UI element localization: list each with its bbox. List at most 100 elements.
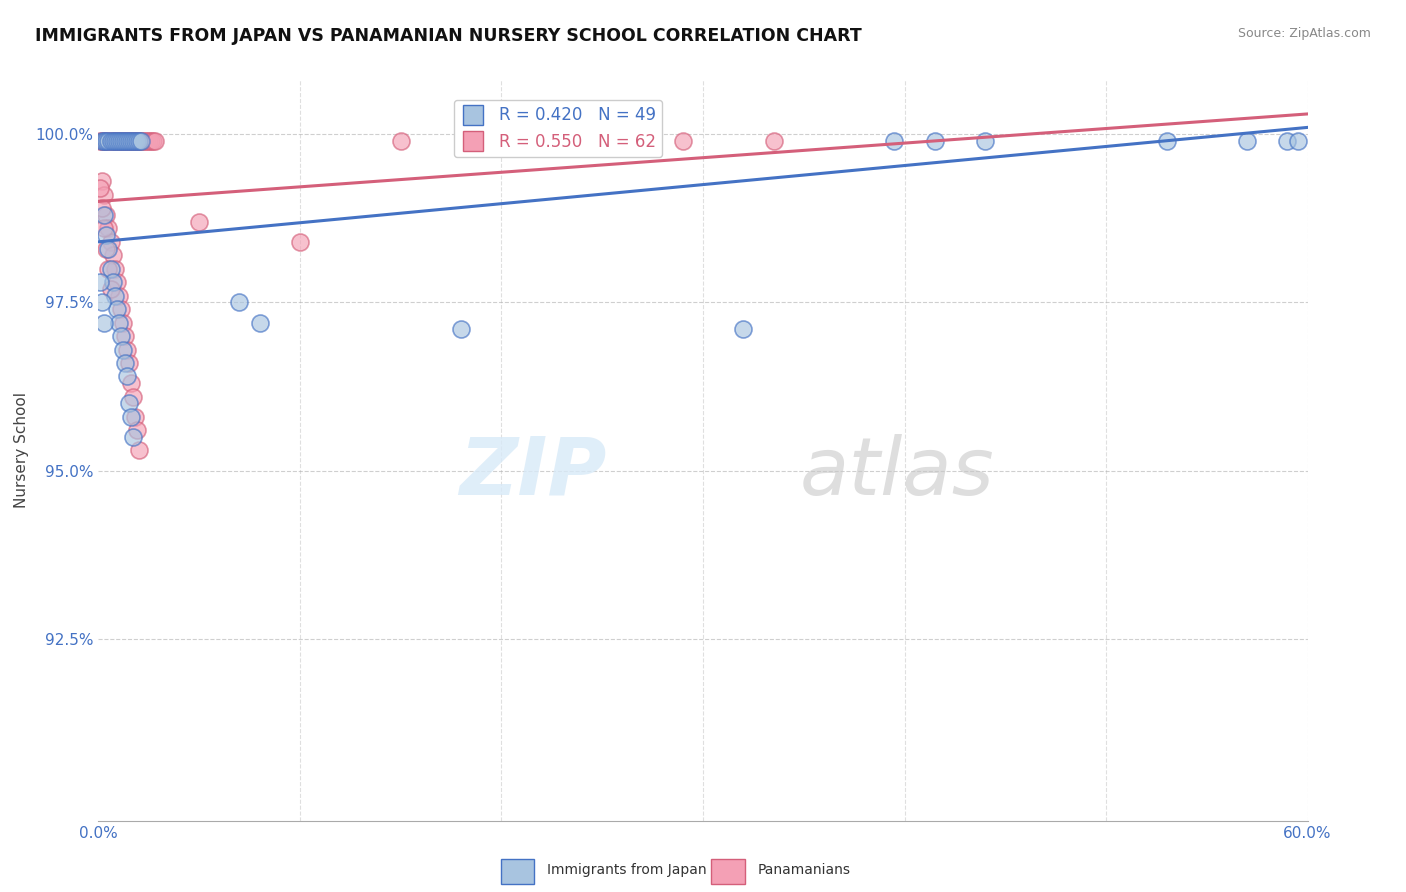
Point xyxy=(97,261,120,276)
Point xyxy=(125,134,148,148)
Point xyxy=(288,235,311,249)
Point xyxy=(93,208,115,222)
Point xyxy=(103,261,125,276)
FancyBboxPatch shape xyxy=(711,859,745,884)
Point xyxy=(105,302,128,317)
Point xyxy=(132,134,155,148)
Point xyxy=(114,134,136,148)
Point xyxy=(121,430,143,444)
Point xyxy=(100,134,122,148)
Point xyxy=(129,134,152,148)
Point xyxy=(91,134,114,148)
Point xyxy=(96,208,118,222)
Point xyxy=(115,134,138,148)
Point xyxy=(124,409,146,424)
Point xyxy=(93,316,115,330)
Point xyxy=(111,134,134,148)
Point xyxy=(96,228,118,243)
Point xyxy=(114,134,136,148)
Point xyxy=(101,275,124,289)
Point xyxy=(111,316,134,330)
Point xyxy=(1277,134,1299,148)
Point xyxy=(111,343,134,357)
Point xyxy=(974,134,997,148)
Point xyxy=(101,134,124,148)
Point xyxy=(110,329,132,343)
Point xyxy=(101,134,124,148)
Text: Immigrants from Japan: Immigrants from Japan xyxy=(547,863,707,877)
Point xyxy=(135,134,157,148)
Point xyxy=(450,322,472,336)
Point xyxy=(100,261,122,276)
Point xyxy=(97,134,120,148)
Point xyxy=(118,134,141,148)
Point xyxy=(128,443,150,458)
Point xyxy=(125,134,148,148)
Legend: R = 0.420   N = 49, R = 0.550   N = 62: R = 0.420 N = 49, R = 0.550 N = 62 xyxy=(454,100,662,157)
Point xyxy=(103,134,125,148)
Point xyxy=(115,134,138,148)
Point xyxy=(121,134,143,148)
Point xyxy=(110,302,132,317)
Point xyxy=(249,316,271,330)
Point xyxy=(631,134,654,148)
Point xyxy=(100,134,122,148)
Y-axis label: Nursery School: Nursery School xyxy=(14,392,28,508)
Point xyxy=(101,248,124,262)
Point xyxy=(89,181,111,195)
Point xyxy=(93,134,115,148)
Point xyxy=(118,396,141,410)
Text: Panamanians: Panamanians xyxy=(758,863,851,877)
Point xyxy=(129,134,152,148)
Point xyxy=(111,134,134,148)
Text: atlas: atlas xyxy=(800,434,994,512)
Point xyxy=(91,174,114,188)
Point xyxy=(125,423,148,437)
FancyBboxPatch shape xyxy=(501,859,534,884)
Point xyxy=(107,134,129,148)
Point xyxy=(883,134,905,148)
Point xyxy=(97,242,120,256)
Text: ZIP: ZIP xyxy=(458,434,606,512)
Point xyxy=(103,134,125,148)
Point xyxy=(93,221,115,235)
Point xyxy=(110,134,132,148)
Point xyxy=(228,295,250,310)
Point xyxy=(103,288,125,302)
Point xyxy=(100,282,122,296)
Text: Source: ZipAtlas.com: Source: ZipAtlas.com xyxy=(1237,27,1371,40)
Point xyxy=(114,329,136,343)
Point xyxy=(118,134,141,148)
Point xyxy=(93,187,115,202)
Point xyxy=(143,134,166,148)
Point xyxy=(105,275,128,289)
Point xyxy=(93,134,115,148)
Point xyxy=(96,134,118,148)
Point xyxy=(91,201,114,215)
Point xyxy=(107,134,129,148)
Point xyxy=(89,134,111,148)
Point xyxy=(97,134,120,148)
Point xyxy=(128,134,150,148)
Point xyxy=(96,134,118,148)
Point xyxy=(107,316,129,330)
Point xyxy=(114,356,136,370)
Point xyxy=(1286,134,1309,148)
Point xyxy=(924,134,946,148)
Point xyxy=(120,376,142,391)
Text: IMMIGRANTS FROM JAPAN VS PANAMANIAN NURSERY SCHOOL CORRELATION CHART: IMMIGRANTS FROM JAPAN VS PANAMANIAN NURS… xyxy=(35,27,862,45)
Point xyxy=(121,390,143,404)
Point xyxy=(551,134,574,148)
Point xyxy=(91,134,114,148)
Point xyxy=(91,295,114,310)
Point xyxy=(389,134,412,148)
Point xyxy=(105,134,128,148)
Point xyxy=(105,134,128,148)
Point xyxy=(100,235,122,249)
Point xyxy=(118,356,141,370)
Point xyxy=(115,343,138,357)
Point xyxy=(1156,134,1178,148)
Point xyxy=(139,134,162,148)
Point xyxy=(120,409,142,424)
Point xyxy=(115,369,138,384)
